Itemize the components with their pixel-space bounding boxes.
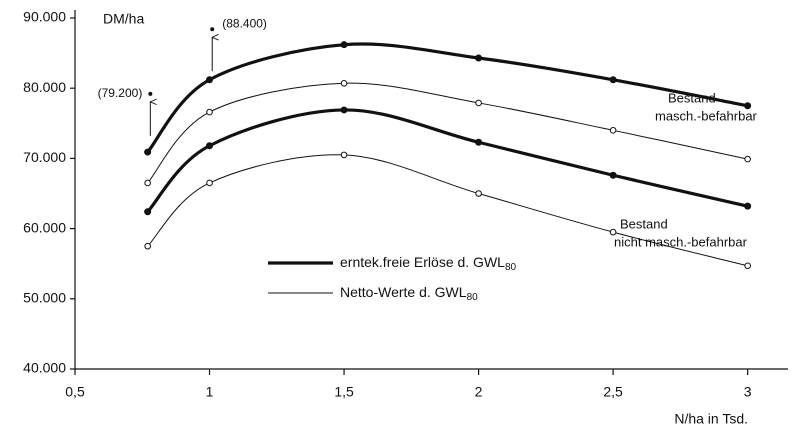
y-tick-label: 90.000 [23, 9, 66, 25]
point [144, 148, 152, 156]
point [340, 41, 348, 49]
legend-text: erntek.freie Erlöse d. GWL [340, 254, 505, 270]
point [609, 228, 617, 236]
point [475, 138, 483, 146]
curve-label: Bestand [620, 216, 668, 231]
legend-label: Netto-Werte d. GWL80 [340, 284, 478, 303]
x-tick-label: 2,5 [603, 384, 623, 400]
y-axis-label: DM/ha [103, 11, 144, 27]
x-tick-label: 1,5 [334, 384, 354, 400]
curve-label: nicht masch.-befahrbar [614, 234, 748, 249]
curve [146, 108, 748, 213]
point [144, 208, 152, 216]
legend-sub: 80 [505, 262, 517, 273]
point [206, 76, 214, 84]
annotation-label: (79.200) [98, 86, 143, 100]
point [609, 127, 617, 134]
legend-text: Netto-Werte d. GWL [340, 284, 467, 300]
point [744, 202, 752, 210]
point [475, 99, 482, 107]
x-tick-label: 0,5 [65, 384, 85, 400]
point [475, 190, 482, 197]
point [744, 102, 752, 110]
curve-label: Bestand [668, 90, 716, 105]
legend-sub: 80 [467, 292, 479, 303]
y-tick-label: 50.000 [23, 290, 66, 306]
annotation-point [148, 91, 153, 96]
x-tick-label: 2 [475, 384, 483, 400]
point [609, 76, 617, 84]
x-tick-label: 3 [744, 384, 752, 400]
point [744, 262, 751, 270]
curve-label: masch.-befahrbar [655, 108, 758, 123]
annotation-label: (88.400) [222, 16, 267, 30]
point [475, 54, 483, 62]
point [206, 108, 213, 116]
point [340, 151, 348, 159]
point [206, 179, 213, 187]
y-tick-label: 60.000 [23, 219, 66, 235]
point [609, 171, 617, 179]
point [144, 242, 151, 250]
point [340, 106, 348, 114]
legend-label: erntek.freie Erlöse d. GWL80 [340, 254, 517, 273]
y-tick-label: 40.000 [23, 360, 66, 376]
point [144, 179, 151, 187]
annotation-point [210, 27, 215, 32]
x-axis-label: N/ha in Tsd. [674, 411, 748, 427]
point [206, 142, 214, 150]
point [340, 79, 348, 87]
point [744, 155, 751, 163]
y-tick-label: 70.000 [23, 149, 66, 165]
curve [146, 42, 748, 154]
y-tick-label: 80.000 [23, 79, 66, 95]
x-tick-label: 1 [206, 384, 214, 400]
